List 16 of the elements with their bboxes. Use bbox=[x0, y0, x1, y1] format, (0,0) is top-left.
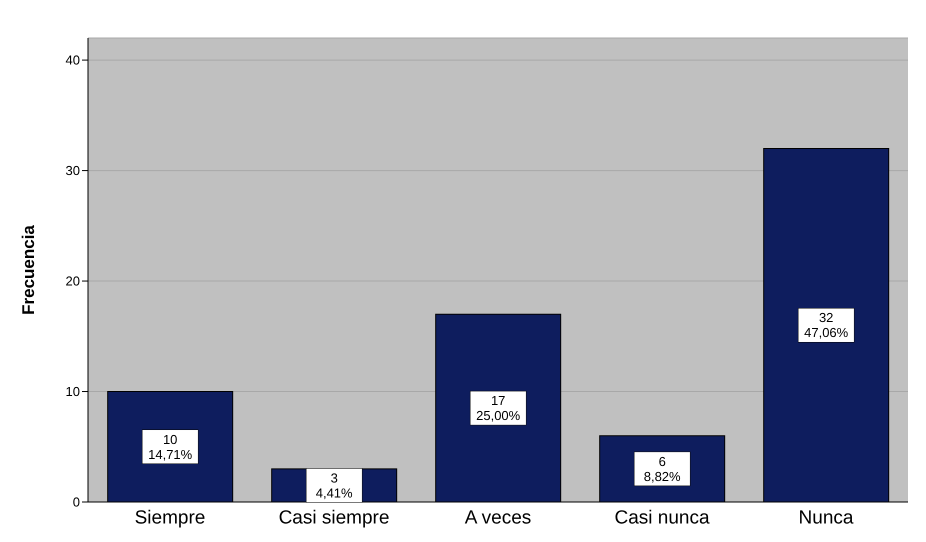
y-tick-label: 10 bbox=[66, 384, 80, 400]
y-tick-label: 30 bbox=[66, 163, 80, 178]
y-tick-label: 40 bbox=[66, 52, 80, 68]
y-tick-label: 20 bbox=[66, 274, 80, 289]
x-tick-label: A veces bbox=[464, 507, 532, 528]
y-axis-title: Frecuencia bbox=[19, 224, 38, 315]
y-tick-label: 0 bbox=[72, 494, 80, 510]
data-label: 3 4,41% bbox=[316, 470, 354, 500]
x-tick-label: Casi siempre bbox=[278, 507, 390, 528]
x-tick-label: Nunca bbox=[798, 507, 854, 528]
data-label: 6 8,82% bbox=[644, 454, 682, 484]
data-label: 32 47,06% bbox=[804, 310, 849, 340]
x-tick-label: Casi nunca bbox=[614, 507, 710, 528]
data-label: 10 14,71% bbox=[148, 432, 193, 462]
data-label: 17 25,00% bbox=[476, 393, 521, 424]
x-tick-label: Siempre bbox=[134, 507, 206, 528]
